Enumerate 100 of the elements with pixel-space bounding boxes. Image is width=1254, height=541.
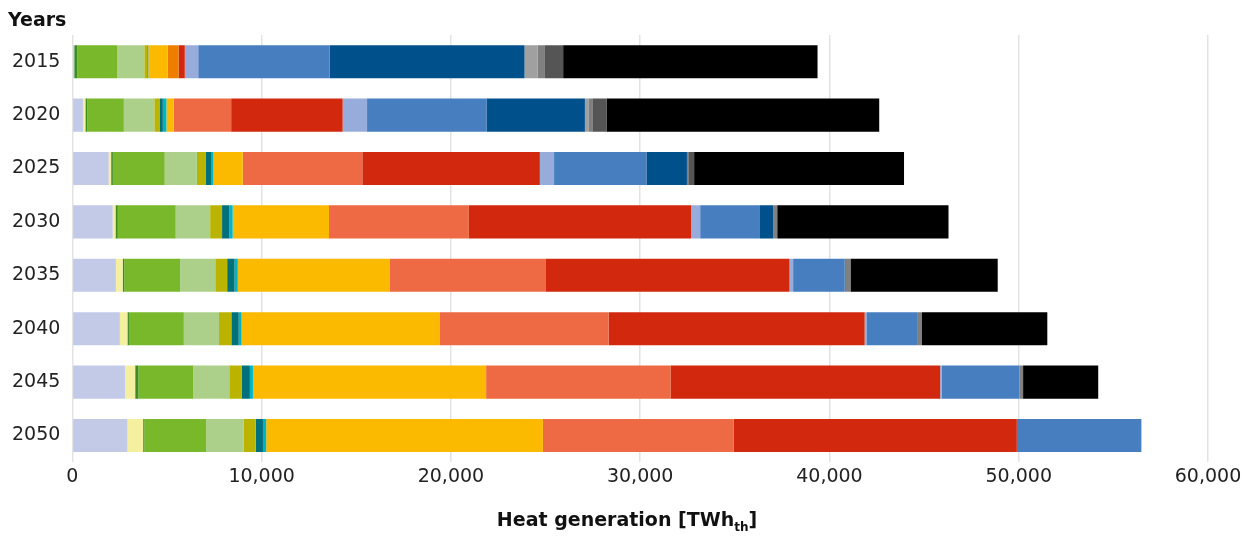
bar bbox=[389, 258, 546, 292]
bar bbox=[73, 418, 128, 453]
bar bbox=[554, 151, 647, 186]
bar bbox=[193, 365, 230, 399]
bar bbox=[342, 98, 368, 132]
bar bbox=[243, 418, 256, 453]
bar bbox=[112, 151, 165, 186]
bar bbox=[198, 45, 330, 79]
bar bbox=[115, 258, 123, 292]
bar bbox=[1016, 418, 1142, 453]
bar bbox=[238, 312, 242, 346]
bar bbox=[592, 98, 607, 132]
bar bbox=[232, 205, 330, 239]
bar bbox=[266, 418, 543, 453]
bar bbox=[537, 45, 545, 79]
bar bbox=[117, 205, 176, 239]
x-tick-label: 0 bbox=[66, 463, 79, 486]
bar bbox=[542, 418, 734, 453]
bar bbox=[329, 45, 525, 79]
bar bbox=[148, 45, 168, 79]
bar bbox=[127, 418, 144, 453]
bar bbox=[255, 418, 263, 453]
bar bbox=[329, 205, 469, 239]
bar bbox=[545, 258, 790, 292]
bar bbox=[231, 312, 239, 346]
bar bbox=[237, 258, 390, 292]
bar bbox=[606, 98, 880, 132]
bar bbox=[222, 205, 230, 239]
bar bbox=[793, 258, 845, 292]
bar bbox=[850, 258, 998, 292]
bar bbox=[73, 365, 125, 399]
bar bbox=[486, 98, 585, 132]
bar bbox=[119, 312, 128, 346]
x-tick-label: 40,000 bbox=[796, 463, 863, 486]
bar bbox=[468, 205, 692, 239]
y-tick-label: 2045 bbox=[11, 369, 61, 392]
bar bbox=[164, 151, 197, 186]
x-tick-label: 50,000 bbox=[985, 463, 1052, 486]
bar bbox=[213, 151, 243, 186]
bar bbox=[941, 365, 1020, 399]
bar bbox=[544, 45, 564, 79]
bar bbox=[229, 365, 242, 399]
bar bbox=[241, 365, 250, 399]
bar bbox=[178, 45, 185, 79]
bar bbox=[73, 312, 120, 346]
bar bbox=[73, 151, 109, 186]
bar bbox=[759, 205, 774, 239]
bar bbox=[175, 205, 211, 239]
bar bbox=[249, 365, 253, 399]
bar bbox=[231, 98, 343, 132]
bar bbox=[252, 365, 487, 399]
bar bbox=[689, 151, 695, 186]
bar bbox=[691, 205, 701, 239]
y-tick-label: 2020 bbox=[11, 102, 61, 125]
bar bbox=[77, 45, 118, 79]
x-tick-label: 30,000 bbox=[606, 463, 674, 486]
bar bbox=[73, 205, 113, 239]
bar bbox=[219, 312, 232, 346]
y-tick-label: 2015 bbox=[11, 48, 61, 71]
bar bbox=[242, 151, 363, 186]
bar bbox=[138, 365, 194, 399]
bar bbox=[922, 312, 1048, 346]
bar bbox=[205, 151, 212, 186]
bar bbox=[210, 205, 223, 239]
y-tick-label: 2035 bbox=[11, 262, 61, 285]
bar bbox=[173, 98, 232, 132]
bar bbox=[694, 151, 905, 186]
bar bbox=[486, 365, 671, 399]
bar bbox=[608, 312, 865, 346]
bar bbox=[159, 98, 163, 132]
bar bbox=[670, 365, 941, 399]
bar bbox=[73, 98, 83, 132]
bar bbox=[686, 151, 690, 186]
bar bbox=[524, 45, 538, 79]
bar bbox=[117, 45, 145, 79]
bar bbox=[183, 312, 220, 346]
bar bbox=[184, 45, 199, 79]
bar bbox=[144, 418, 207, 453]
bar bbox=[227, 258, 235, 292]
bar bbox=[135, 365, 139, 399]
bar bbox=[588, 98, 593, 132]
bar bbox=[123, 98, 155, 132]
y-tick-label: 2030 bbox=[11, 208, 61, 231]
x-tick-label: 20,000 bbox=[417, 463, 485, 486]
bar bbox=[700, 205, 760, 239]
bar bbox=[206, 418, 244, 453]
bar bbox=[229, 205, 233, 239]
bar bbox=[367, 98, 487, 132]
bar bbox=[180, 258, 216, 292]
y-tick-label: 2040 bbox=[11, 315, 61, 338]
bar bbox=[917, 312, 923, 346]
bar bbox=[777, 205, 949, 239]
bar bbox=[167, 45, 179, 79]
bar bbox=[866, 312, 918, 346]
bar bbox=[646, 151, 687, 186]
bar bbox=[234, 258, 238, 292]
x-tick-label: 60,000 bbox=[1174, 463, 1242, 486]
bar bbox=[362, 151, 540, 186]
bar bbox=[262, 418, 267, 453]
bar bbox=[166, 98, 174, 132]
